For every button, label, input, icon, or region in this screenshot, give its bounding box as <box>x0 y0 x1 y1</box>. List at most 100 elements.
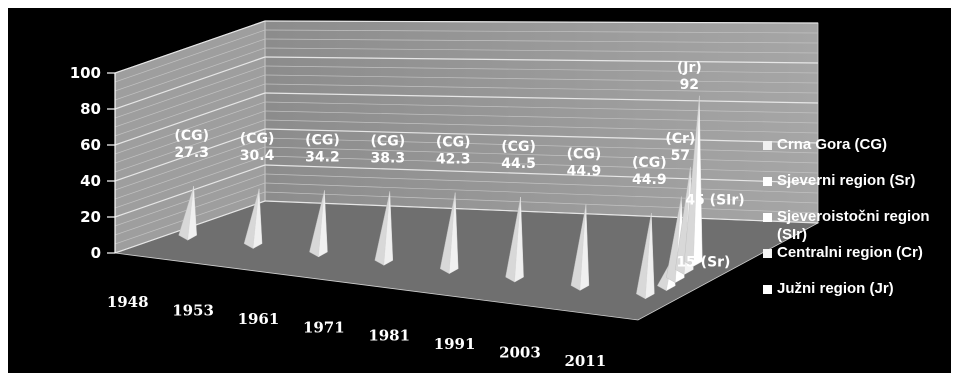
gridline <box>264 38 819 44</box>
pyramid-region <box>693 95 703 267</box>
x-tick-label: 1991 <box>434 335 476 353</box>
y-tick-label: 100 <box>70 64 101 82</box>
pyramid-cg <box>514 196 524 283</box>
data-label-cg: (CG) <box>305 132 340 148</box>
gridline <box>114 119 266 173</box>
gridline <box>264 119 819 134</box>
y-tick-label: 80 <box>80 100 101 118</box>
legend-item: Crna Gora (CG) <box>763 136 959 172</box>
pyramid-chart: 0 20 40 60 80 100 1948 1953 1961 1971 1981 1991 20 0… <box>70 20 820 370</box>
x-tick-label: 2011 <box>564 352 606 370</box>
gridlines <box>114 20 819 254</box>
gridline <box>264 101 819 114</box>
y-tick-label: 0 <box>91 244 101 262</box>
data-label-region: 45 (SIr) <box>685 193 744 209</box>
gridline <box>114 110 266 164</box>
gridline <box>264 182 819 204</box>
data-label-cg: 44.9 <box>567 164 602 180</box>
data-marks <box>178 95 703 300</box>
pyramid-cg <box>448 192 459 275</box>
gridline <box>114 146 266 200</box>
legend-item: Sjeverni region (Sr) <box>763 172 959 208</box>
gridline <box>264 137 819 154</box>
gridline <box>264 83 819 94</box>
x-tick-label: 1948 <box>107 293 149 311</box>
y-axis: 0 20 40 60 80 100 <box>70 64 116 262</box>
legend-label: Centralni region (Cr) <box>777 244 923 261</box>
legend-item: Južni region (Jr) <box>763 280 959 316</box>
gridline <box>264 29 819 34</box>
data-label-cg: 38.3 <box>371 150 406 166</box>
data-label-cg: (CG) <box>371 133 406 149</box>
y-tick-label: 60 <box>80 136 101 154</box>
legend-item: Centralni region (Cr) <box>763 244 959 280</box>
gridline <box>264 200 819 224</box>
data-label-cg: (CG) <box>567 147 602 163</box>
gridline <box>264 65 819 74</box>
data-label-region: (Jr) <box>677 60 702 76</box>
gridline <box>264 191 819 214</box>
pyramid-cg <box>579 204 590 291</box>
data-label-region: 92 <box>680 77 699 93</box>
gridline <box>114 38 266 92</box>
gridline <box>264 173 819 194</box>
gridline <box>264 47 819 54</box>
x-tick-label: 1961 <box>238 310 280 328</box>
gridline <box>264 56 819 64</box>
legend-label: Sjeveroistočni region (SIr) <box>777 208 930 243</box>
gridline <box>264 110 819 124</box>
data-label-cg: (CG) <box>240 131 275 147</box>
gridline <box>264 146 819 164</box>
data-label-region: 15 (Sr) <box>676 255 730 271</box>
data-label-cg: (CG) <box>436 135 471 151</box>
plot-area: 0 20 40 60 80 100 1948 1953 1961 1971 1981 1991 20 0… <box>8 8 951 373</box>
gridline <box>114 83 266 137</box>
gridline <box>114 164 266 218</box>
data-label-cg: (CG) <box>174 128 209 144</box>
legend-label: Sjeverni region (Sr) <box>777 172 916 189</box>
x-tick-label: 1971 <box>303 318 345 336</box>
gridline <box>114 65 266 119</box>
pyramid-cg <box>645 212 655 300</box>
data-label-cg: 27.3 <box>174 145 209 161</box>
data-label-cg: 42.3 <box>436 152 471 168</box>
legend: Crna Gora (CG) Sjeverni region (Sr) Sjever… <box>763 136 959 316</box>
legend-label: Južni region (Jr) <box>777 280 894 297</box>
legend-swatch <box>763 285 772 294</box>
gridline <box>114 101 266 155</box>
data-label-cg: 30.4 <box>240 148 275 164</box>
gridline <box>114 56 266 110</box>
x-tick-label: 1981 <box>368 327 410 345</box>
pyramid-cg <box>187 186 197 241</box>
chart-walls <box>114 20 820 321</box>
data-label-region: (Cr) <box>665 131 695 147</box>
data-label-cg: (CG) <box>632 155 667 171</box>
legend-label: Crna Gora (CG) <box>777 136 888 153</box>
gridline <box>114 92 266 146</box>
pyramid-cg <box>252 188 263 249</box>
legend-swatch <box>763 249 772 258</box>
x-tick-label: 1953 <box>172 302 214 320</box>
pyramid-cg <box>318 190 328 258</box>
pyramid-cg <box>383 191 394 266</box>
gridline <box>264 128 819 144</box>
x-axis: 1948 1953 1961 1971 1981 1991 2003 2011 <box>107 293 606 370</box>
data-label-cg: 44.5 <box>501 156 536 172</box>
legend-item: Sjeveroistočni region (SIr) <box>763 208 959 244</box>
legend-swatch <box>763 177 772 186</box>
gridline <box>114 74 266 128</box>
gridline <box>264 164 819 184</box>
y-tick-label: 20 <box>80 208 101 226</box>
gridline <box>264 92 819 104</box>
data-labels: (CG)27.3(CG)30.4(CG)34.2(CG)38.3(CG)42.3… <box>174 60 744 271</box>
gridline <box>114 29 266 83</box>
gridline <box>264 155 819 174</box>
data-label-cg: 34.2 <box>305 149 340 165</box>
gridline <box>114 20 266 74</box>
legend-swatch <box>763 213 772 222</box>
data-label-cg: 44.9 <box>632 172 667 188</box>
data-label-region: 57 <box>671 148 690 164</box>
legend-swatch <box>763 141 772 150</box>
y-tick-label: 40 <box>80 172 101 190</box>
